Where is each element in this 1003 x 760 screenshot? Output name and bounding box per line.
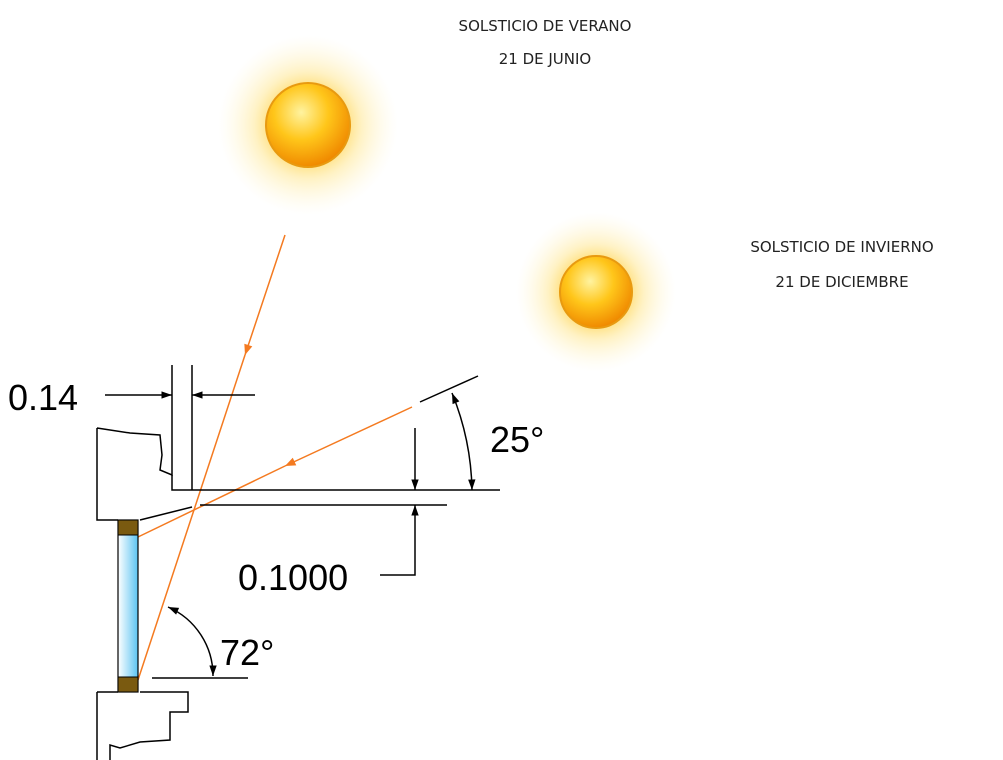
winter-angle: 25° [490,419,544,460]
summer-date: 21 DE JUNIO [499,50,592,68]
overhang-dimension: 0.14 [8,377,78,418]
wall [96,365,500,760]
summer-angle: 72° [220,632,274,673]
winter-sun [516,212,676,372]
winter-title: SOLSTICIO DE INVIERNO [750,238,933,256]
dimension-summer-angle [152,606,248,679]
slab-dimension: 0.1000 [238,557,348,598]
sun-rays [137,234,413,681]
dimension-winter-angle [419,375,479,491]
summer-title: SOLSTICIO DE VERANO [459,17,632,35]
summer-sun [218,35,398,215]
window [117,519,139,693]
dimension-slab [380,428,419,576]
winter-date: 21 DE DICIEMBRE [775,273,908,291]
